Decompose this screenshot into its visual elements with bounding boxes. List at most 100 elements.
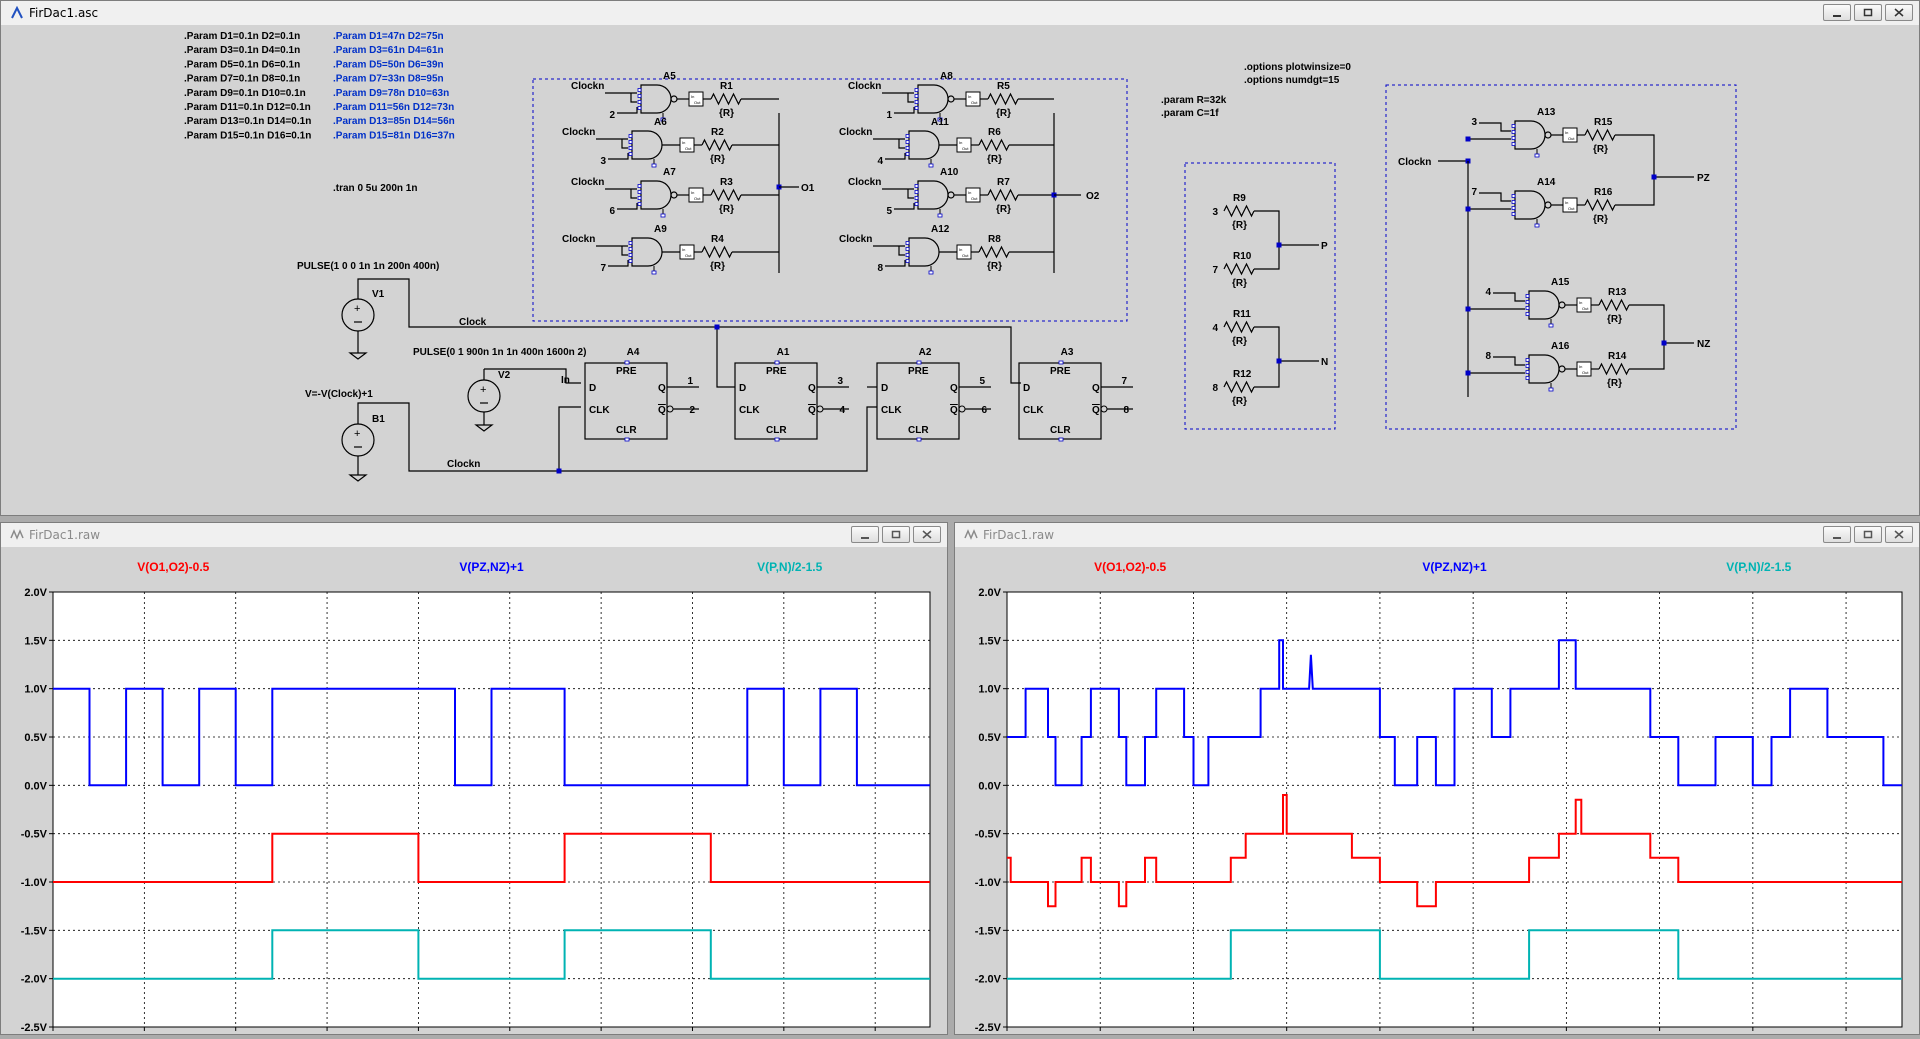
minimize-button[interactable] <box>851 526 879 543</box>
param-right: .Param D7=33n D8=95n <box>333 74 444 85</box>
gate-pin <box>914 190 919 194</box>
gate-pin <box>637 184 642 188</box>
options-directive: .options numdgt=15 <box>1244 75 1340 86</box>
node-label: 2 <box>689 405 695 416</box>
node-label: 5 <box>979 376 985 387</box>
waveform-app-icon <box>963 527 979 543</box>
gate-pin <box>1525 364 1530 368</box>
waveform-chart-right[interactable]: 2.0V 1.5V 1.0V 0.5V 0.0V -0.5V -1.0V -1.5V -2.0V… <box>958 549 1916 1039</box>
waveform-chart-left[interactable]: 2.0V 1.5V 1.0V 0.5V 0.0V -0.5V -1.0V -1.5V -2.0V… <box>4 549 944 1039</box>
close-button[interactable] <box>1885 4 1913 21</box>
schematic-titlebar[interactable]: FirDac1.asc <box>1 1 1919 25</box>
logic-gate-symbol <box>908 130 940 160</box>
node-label: 1 <box>687 376 693 387</box>
logic-gate-symbol <box>917 84 949 114</box>
junction-dot <box>1661 340 1667 346</box>
gate-name: A12 <box>931 224 950 235</box>
y-tick-label: 1.5V <box>978 635 1001 647</box>
group-box-3 <box>1385 84 1737 430</box>
node-label: 5 <box>886 206 892 217</box>
series-line <box>53 687 930 787</box>
net-label-pz: PZ <box>1697 173 1710 184</box>
close-button[interactable] <box>1885 526 1913 543</box>
gate-pin <box>937 213 943 218</box>
pin-qbar: Q <box>950 405 958 416</box>
pin-q: Q <box>808 383 816 394</box>
minimize-button[interactable] <box>1823 526 1851 543</box>
wire <box>558 406 581 471</box>
restore-button[interactable] <box>882 526 910 543</box>
resistor-symbol <box>701 138 733 152</box>
net-label-p: P <box>1321 241 1328 252</box>
net-label-o2: O2 <box>1086 191 1100 202</box>
gate-pin <box>1511 194 1516 198</box>
plot-background <box>52 591 931 1028</box>
clockn-label: Clockn <box>1398 157 1431 168</box>
resistor-value: {R} <box>1607 378 1622 389</box>
inverter-bubble <box>1544 131 1552 139</box>
node-label: 4 <box>839 405 845 416</box>
junction-dot <box>1465 306 1471 312</box>
y-tick-label: -2.5V <box>21 1022 48 1034</box>
pin-clk: CLK <box>589 405 610 416</box>
gate-name: A6 <box>654 117 667 128</box>
gate-pin <box>1525 376 1530 380</box>
wire <box>898 139 905 149</box>
restore-button[interactable] <box>1854 4 1882 21</box>
close-button[interactable] <box>913 526 941 543</box>
node-label: 4 <box>1485 287 1491 298</box>
wire <box>608 153 629 160</box>
y-tick-label: 0.0V <box>978 780 1001 792</box>
wire <box>1254 210 1280 270</box>
schematic-drawing[interactable]: .Param D1=0.1n D2=0.1n .Param D3=0.1n D4=… <box>5 27 1915 511</box>
plot-area-right[interactable]: 2.0V 1.5V 1.0V 0.5V 0.0V -0.5V -1.0V -1.5V -2.0V… <box>958 549 1916 1039</box>
gate-name: A7 <box>663 167 676 178</box>
wire <box>1479 192 1511 202</box>
resistor-symbol <box>1598 362 1630 376</box>
schematic-canvas[interactable]: .Param D1=0.1n D2=0.1n .Param D3=0.1n D4=… <box>5 27 1915 511</box>
series-line <box>53 832 930 883</box>
pin-d: D <box>1023 383 1030 394</box>
pin-d: D <box>739 383 746 394</box>
resistor-name: R6 <box>988 127 1001 138</box>
plot-background <box>1006 591 1903 1028</box>
series-line <box>1007 639 1902 787</box>
wire <box>1479 122 1511 132</box>
pin-clr: CLR <box>1050 425 1071 436</box>
logic-gate-symbol <box>1514 190 1546 220</box>
group-box-1 <box>532 78 1128 322</box>
delay-block-label: Out <box>694 100 701 105</box>
resistor-symbol <box>1223 204 1255 218</box>
inverter-bubble <box>1544 201 1552 209</box>
gate-name: A13 <box>1537 107 1556 118</box>
plot-area-left[interactable]: 2.0V 1.5V 1.0V 0.5V 0.0V -0.5V -1.0V -1.5V -2.0V… <box>4 549 944 1039</box>
node-label: 6 <box>609 206 615 217</box>
gate-pin <box>1548 387 1554 392</box>
options-directive: .options plotwinsize=0 <box>1244 62 1351 73</box>
gate-pin <box>1511 142 1516 146</box>
plot-titlebar-right[interactable]: FirDac1.raw <box>955 523 1919 547</box>
param-rc-directive: .param R=32k <box>1161 95 1227 106</box>
series-line <box>1007 929 1902 980</box>
ff-pin <box>774 360 780 365</box>
plot-title-left: FirDac1.raw <box>29 528 101 542</box>
v1-value: PULSE(1 0 0 1n 1n 200n 400n) <box>297 261 439 272</box>
delay-block-label: Out <box>962 146 969 151</box>
pin-clk: CLK <box>881 405 902 416</box>
resistor-value: {R} <box>1232 396 1247 407</box>
y-tick-label: -0.5V <box>21 829 48 841</box>
wire <box>1629 304 1665 370</box>
junction-dot <box>1465 370 1471 376</box>
ff-pin <box>624 437 630 442</box>
resistor-symbol <box>1584 198 1616 212</box>
plot-title-right: FirDac1.raw <box>983 528 1055 542</box>
plot-titlebar-left[interactable]: FirDac1.raw <box>1 523 947 547</box>
minimize-button[interactable] <box>1823 4 1851 21</box>
node-label: 8 <box>1212 383 1218 394</box>
resistor-value: {R} <box>987 154 1002 165</box>
restore-button[interactable] <box>1854 526 1882 543</box>
gate-pin <box>1534 153 1540 158</box>
gate-pin <box>637 106 642 110</box>
y-tick-label: -1.0V <box>21 877 48 889</box>
source-name: V1 <box>372 289 385 300</box>
